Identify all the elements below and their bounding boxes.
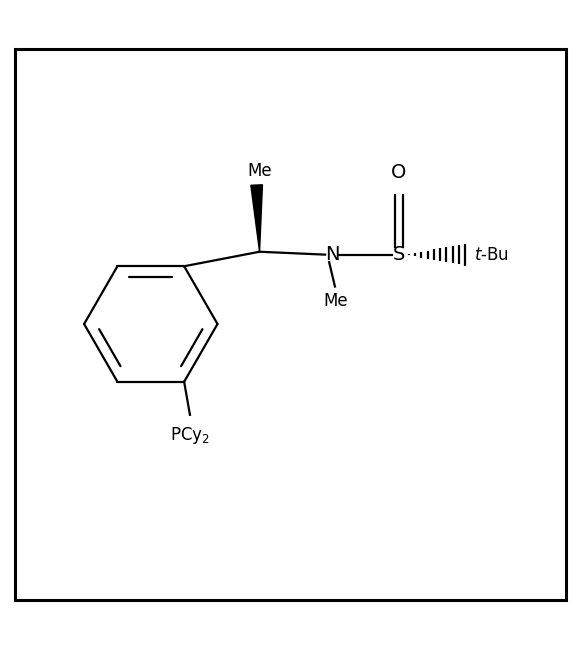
Text: O: O xyxy=(391,163,407,182)
Text: PCy$_2$: PCy$_2$ xyxy=(170,425,210,446)
Text: N: N xyxy=(325,245,339,264)
Text: Me: Me xyxy=(247,163,272,180)
Polygon shape xyxy=(251,185,262,251)
Text: $t$-Bu: $t$-Bu xyxy=(474,246,509,264)
Text: Me: Me xyxy=(324,292,349,310)
Text: S: S xyxy=(393,245,405,264)
